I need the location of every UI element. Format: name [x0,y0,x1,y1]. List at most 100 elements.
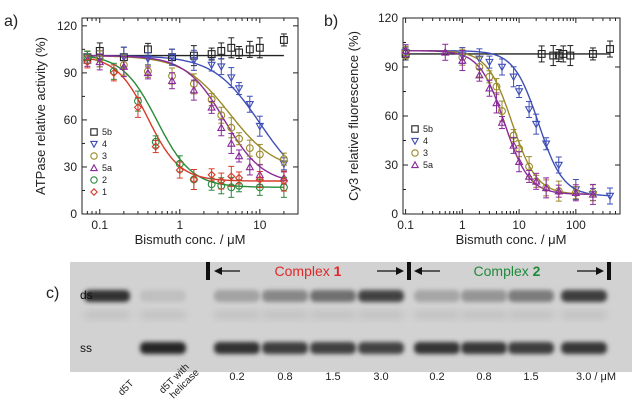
data-point-5a [440,47,450,56]
legend-label-2: 2 [102,175,107,185]
data-point-4 [541,140,551,149]
lane-label: 1.5 [325,371,340,383]
chart-a-fits [87,54,285,188]
y-tick-label: 0 [391,207,398,221]
chart-a-x-ticks: 0.1 1 10 [81,18,299,232]
ds-band [461,290,507,302]
y-tick-label: 30 [64,160,78,174]
data-point-3 [227,123,236,132]
x-tick-label: 0.1 [91,218,108,232]
data-point-3 [279,155,288,164]
legend-label-5b: 5b [423,124,433,134]
chart-b-ylabel: Cy3 relative fluorescence (%) [346,31,361,201]
data-point-5a [492,98,501,107]
lane-label: 1.5 [523,371,538,383]
ss-band [358,342,404,354]
y-tick-label: 90 [64,66,78,80]
data-point-5a [189,85,199,94]
data-point-5a [541,183,551,192]
complex-1-label: Complex 1 [275,263,342,279]
data-point-5a [485,83,494,92]
data-point-5b [207,50,216,59]
legend-marker-5b [411,125,419,133]
panel-c-label: c) [46,285,59,302]
gel-panel: ds ss Complex 1 Complex 2 0.2 0.8 1.5 3.… [70,262,632,401]
chart-b-legend: 5b 4 3 5a [410,124,433,170]
complex-2-bracket [414,262,611,280]
data-point-5a [458,55,467,64]
y-tick-label: 90 [385,60,399,74]
data-point-1 [227,172,236,181]
data-point-5a [207,102,216,111]
ss-band [140,342,186,354]
x-tick-label: 10 [253,218,267,232]
legend-marker-4 [410,137,420,146]
ds-band [214,290,260,302]
data-point-5a [514,157,524,166]
smear-band [461,312,507,318]
x-tick-label: 0.1 [397,218,414,232]
data-point-4 [497,63,507,72]
ss-band [214,342,260,354]
data-point-4 [207,61,216,70]
data-point-5b [549,51,558,60]
data-point-4 [605,192,615,201]
data-point-1 [279,176,289,186]
data-point-5b [235,48,243,57]
lane-label: 0.8 [277,371,292,383]
legend-label-4: 4 [102,139,107,149]
data-point-4 [234,85,244,94]
data-point-5b [588,49,597,58]
data-point-5b [245,45,254,54]
data-point-5b [554,51,563,60]
smear-band [214,312,260,318]
x-tick-label: 1 [176,218,183,232]
data-point-4 [509,73,518,82]
gel-band-label-ss: ss [80,341,92,355]
smear-band [561,312,607,318]
data-point-4 [245,100,255,109]
chart-b-frame [402,17,621,215]
lane-label: 3.0 [373,371,388,383]
data-point-4 [119,53,129,62]
data-point-5a [95,57,105,66]
data-point-5b [606,45,614,53]
panel-a-label: a) [4,13,18,30]
data-point-4 [167,53,177,62]
chart-b-y-ticks: 0 30 60 90 120 [378,11,620,221]
data-point-5a [245,162,255,171]
ss-band [414,342,460,354]
smear-band [310,312,356,318]
y-tick-label: 0 [70,207,77,221]
smear-band [358,312,404,318]
chart-b-x-ticks: 0.1 1 10 100 [397,18,621,232]
smear-band [140,312,186,318]
data-point-4 [531,120,541,129]
data-point-3 [217,111,226,120]
data-point-5b [227,43,236,52]
legend-label-3: 3 [102,151,107,161]
chart-a-points [83,33,289,198]
fit-line-5a [87,55,285,180]
data-point-1 [109,68,119,78]
data-point-1 [151,142,160,151]
data-point-5a [143,68,153,77]
legend-label-1: 1 [102,187,107,197]
data-point-5a [216,123,226,132]
lane-label: 0.2 [429,371,444,383]
data-point-4 [485,58,494,67]
data-point-5a [167,76,177,84]
data-point-5a [571,188,581,197]
data-point-1 [83,57,92,67]
data-point-4 [255,122,265,131]
ss-band [461,342,507,354]
data-point-3 [498,107,506,116]
data-point-4 [216,63,226,72]
fit-line-4 [405,50,611,197]
chart-a: 0.1 1 10 0 30 60 90 120 5b 4 3 5a 2 1 Bismuth conc.… [33,17,299,247]
data-point-4 [524,106,534,114]
fit-line-3 [405,50,593,195]
chart-b-xlabel: Bismuth conc. / μM [456,232,567,247]
ds-band [414,290,460,302]
